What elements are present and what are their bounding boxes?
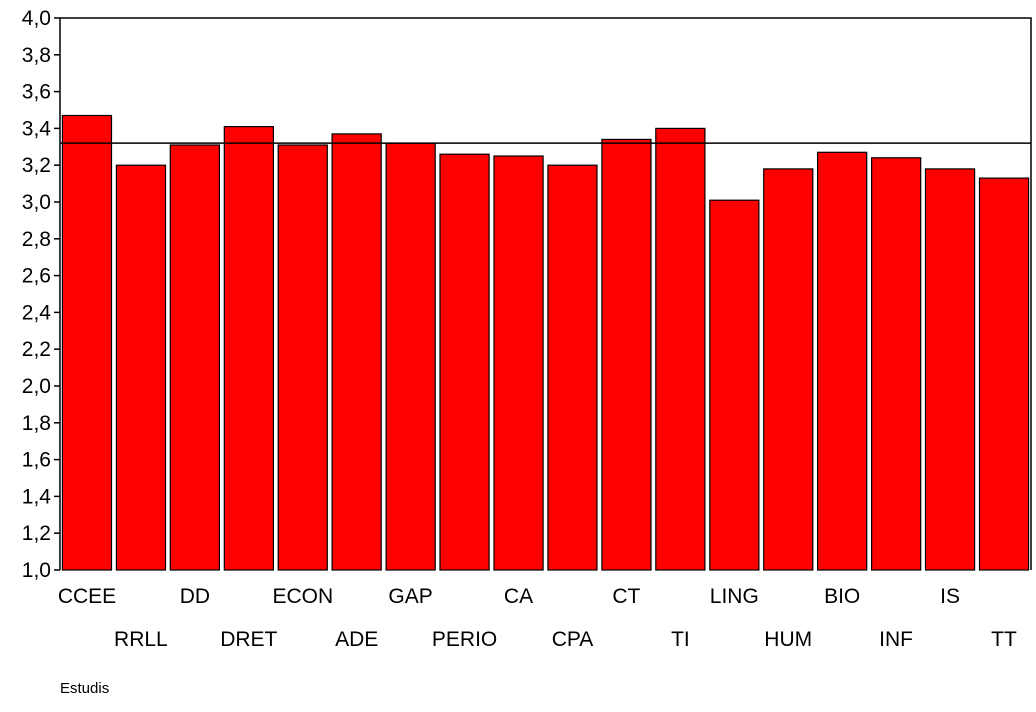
y-tick-label: 2,8 — [22, 228, 51, 251]
y-tick-label: 1,4 — [22, 485, 52, 508]
x-tick-label-ca: CA — [504, 585, 533, 608]
bar-gap — [385, 142, 436, 571]
y-tick-label: 2,2 — [22, 338, 51, 361]
x-tick-label-is: IS — [940, 585, 960, 608]
bar-ccee — [61, 114, 113, 571]
plot-frame — [59, 17, 1032, 570]
y-tick-label: 3,0 — [22, 191, 51, 214]
bar-inf — [870, 157, 922, 571]
x-tick-label-tt: TT — [991, 628, 1017, 651]
y-tick-label: 3,6 — [22, 81, 51, 104]
y-tick-label: 2,4 — [22, 301, 52, 324]
x-tick-label-inf: INF — [879, 628, 913, 651]
x-tick-label-ct: CT — [612, 585, 640, 608]
bar-cpa — [547, 164, 598, 571]
x-tick-label-rrll: RRLL — [114, 628, 168, 651]
y-tick-label: 3,4 — [22, 117, 52, 140]
bar-rrll — [115, 164, 167, 571]
x-tick-label-ti: TI — [671, 628, 690, 651]
y-tick-label: 1,0 — [22, 559, 51, 582]
y-tick-label: 1,8 — [22, 412, 51, 435]
x-tick-label-ling: LING — [710, 585, 759, 608]
bar-perio — [439, 153, 490, 571]
bar-ti — [655, 127, 706, 571]
x-tick-label-ccee: CCEE — [58, 585, 116, 608]
x-tick-label-dd: DD — [180, 585, 210, 608]
x-tick-label-ade: ADE — [335, 628, 378, 651]
y-tick-label: 2,0 — [22, 375, 51, 398]
x-tick-label-cpa: CPA — [552, 628, 594, 651]
bar-dret — [223, 125, 275, 571]
bar-ling — [709, 199, 760, 571]
axes-group — [54, 17, 1032, 571]
y-tick-label: 4,0 — [22, 7, 51, 30]
x-tick-label-perio: PERIO — [432, 628, 497, 651]
bar-ca — [493, 155, 544, 571]
y-tick-labels: 1,0 1,2 1,4 1,6 1,8 2,0 2,2 2,4 2,6 2,8 3,0 3,2 3,4 3… — [22, 7, 52, 582]
bar-hum — [763, 168, 814, 571]
y-tick-label: 1,6 — [22, 449, 51, 472]
x-tick-label-hum: HUM — [764, 628, 812, 651]
bar-is — [924, 168, 976, 571]
x-tick-label-econ: ECON — [272, 585, 333, 608]
bar-bio — [816, 151, 868, 571]
x-tick-label-gap: GAP — [388, 585, 432, 608]
bar-ct — [601, 138, 652, 571]
bar-dd — [169, 144, 221, 571]
x-axis-label: Estudis — [60, 680, 109, 697]
bar-ade — [331, 133, 382, 571]
y-tick-label: 3,8 — [22, 44, 51, 67]
y-tick-label: 3,2 — [22, 154, 51, 177]
bars-group — [61, 114, 1030, 571]
bar-econ — [277, 144, 328, 571]
bar-tt — [978, 177, 1030, 571]
x-tick-label-dret: DRET — [220, 628, 277, 651]
x-tick-label-bio: BIO — [824, 585, 860, 608]
y-tick-label: 2,6 — [22, 265, 51, 288]
y-tick-label: 1,2 — [22, 522, 51, 545]
